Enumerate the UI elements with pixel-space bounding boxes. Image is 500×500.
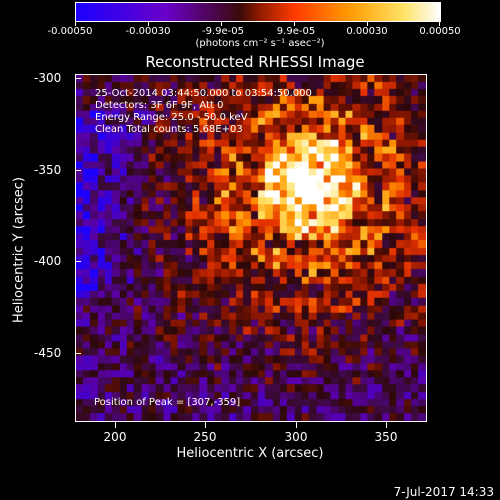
colorbar-tick-label: -0.00030 bbox=[125, 26, 171, 37]
colorbar bbox=[75, 2, 441, 22]
colorbar-tick bbox=[221, 21, 222, 26]
heatmap-image bbox=[76, 75, 426, 421]
timestamp: 7-Jul-2017 14:33 bbox=[393, 485, 494, 499]
colorbar-tick bbox=[439, 21, 440, 26]
colorbar-units: (photons cm⁻² s⁻¹ asec⁻²) bbox=[195, 38, 325, 49]
peak-position-label: Position of Peak = [307,-359] bbox=[94, 397, 241, 408]
y-tick-label: -300 bbox=[34, 71, 62, 85]
colorbar-tick bbox=[75, 21, 76, 26]
colorbar-tick-label: -0.00050 bbox=[47, 26, 93, 37]
x-tick-label: 350 bbox=[374, 430, 398, 444]
info-line-detectors: Detectors: 3F 6F 9F, Att 0 bbox=[95, 100, 224, 111]
x-tick-label: 250 bbox=[193, 430, 217, 444]
plot-title: Reconstructed RHESSI Image bbox=[145, 53, 365, 71]
info-line-date: 25-Oct-2014 03:44:50.000 to 03:54:50.000 bbox=[95, 88, 312, 99]
colorbar-tick bbox=[367, 21, 368, 26]
colorbar-tick bbox=[294, 21, 295, 26]
x-tick-label: 200 bbox=[103, 430, 127, 444]
x-tick bbox=[296, 422, 297, 428]
y-tick-label: -400 bbox=[34, 254, 62, 268]
y-tick bbox=[75, 261, 81, 262]
info-line-counts: Clean Total counts: 5.68E+03 bbox=[95, 124, 243, 135]
y-tick-label: -450 bbox=[34, 346, 62, 360]
image-plot bbox=[75, 74, 427, 422]
x-axis-title: Heliocentric X (arcsec) bbox=[176, 446, 324, 461]
y-tick bbox=[75, 353, 81, 354]
x-tick bbox=[205, 422, 206, 428]
colorbar-tick-label: 0.00050 bbox=[419, 26, 461, 37]
info-line-energy: Energy Range: 25.0 - 50.0 keV bbox=[95, 112, 248, 123]
y-tick bbox=[75, 78, 81, 79]
x-tick bbox=[386, 422, 387, 428]
colorbar-tick bbox=[148, 21, 149, 26]
y-tick bbox=[75, 170, 81, 171]
y-axis-title: Heliocentric Y (arcsec) bbox=[11, 177, 27, 323]
colorbar-tick-label: 0.00030 bbox=[346, 26, 388, 37]
y-tick-label: -350 bbox=[34, 163, 62, 177]
colorbar-tick-label: 9.9e-05 bbox=[276, 26, 316, 37]
x-tick-label: 300 bbox=[284, 430, 308, 444]
colorbar-tick-label: -9.9e-05 bbox=[202, 26, 244, 37]
x-tick bbox=[115, 422, 116, 428]
